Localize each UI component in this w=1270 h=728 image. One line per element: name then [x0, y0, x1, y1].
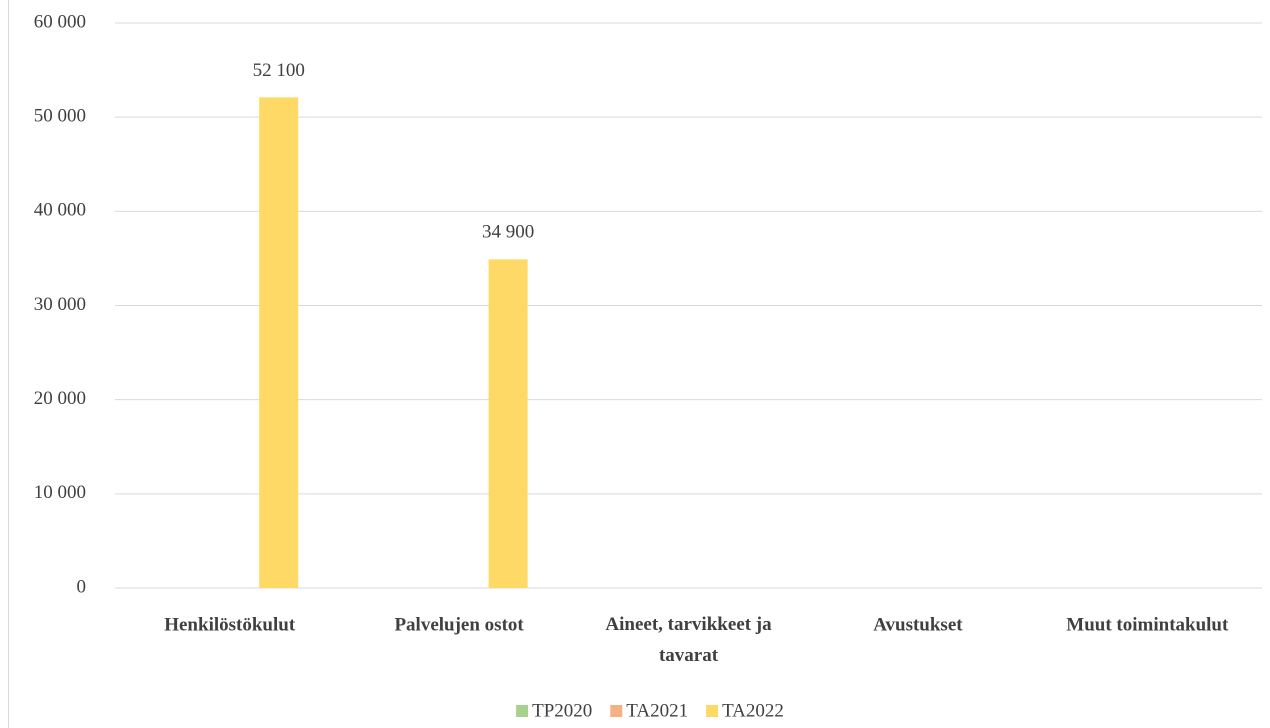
- x-tick-label: Avustukset: [873, 614, 963, 635]
- y-tick-label: 30 000: [34, 294, 86, 315]
- data-label: 52 100: [253, 60, 305, 81]
- y-tick-label: 60 000: [34, 11, 86, 32]
- y-tick-label: 20 000: [34, 388, 86, 409]
- legend-swatch: [610, 705, 623, 717]
- bar: [259, 97, 299, 589]
- y-tick-label: 0: [77, 576, 87, 597]
- x-tick-label: Palvelujen ostot: [394, 614, 524, 635]
- x-tick-label: Aineet, tarvikkeet ja tavarat: [605, 614, 772, 666]
- y-tick-label: 50 000: [34, 106, 86, 127]
- data-label: 34 900: [482, 222, 534, 243]
- bar: [488, 259, 528, 588]
- legend-label: TA2021: [626, 700, 688, 721]
- legend: TP2020 TA2021 TA2022: [516, 700, 784, 721]
- x-tick-label: Muut toimintakulut: [1066, 614, 1229, 635]
- legend-swatch: [516, 705, 529, 717]
- legend-swatch: [706, 705, 719, 717]
- legend-label: TP2020: [532, 700, 592, 721]
- legend-label: TA2022: [722, 700, 784, 721]
- x-tick-label: Henkilöstökulut: [164, 614, 296, 635]
- y-tick-label: 40 000: [34, 200, 86, 221]
- y-tick-label: 10 000: [34, 482, 86, 503]
